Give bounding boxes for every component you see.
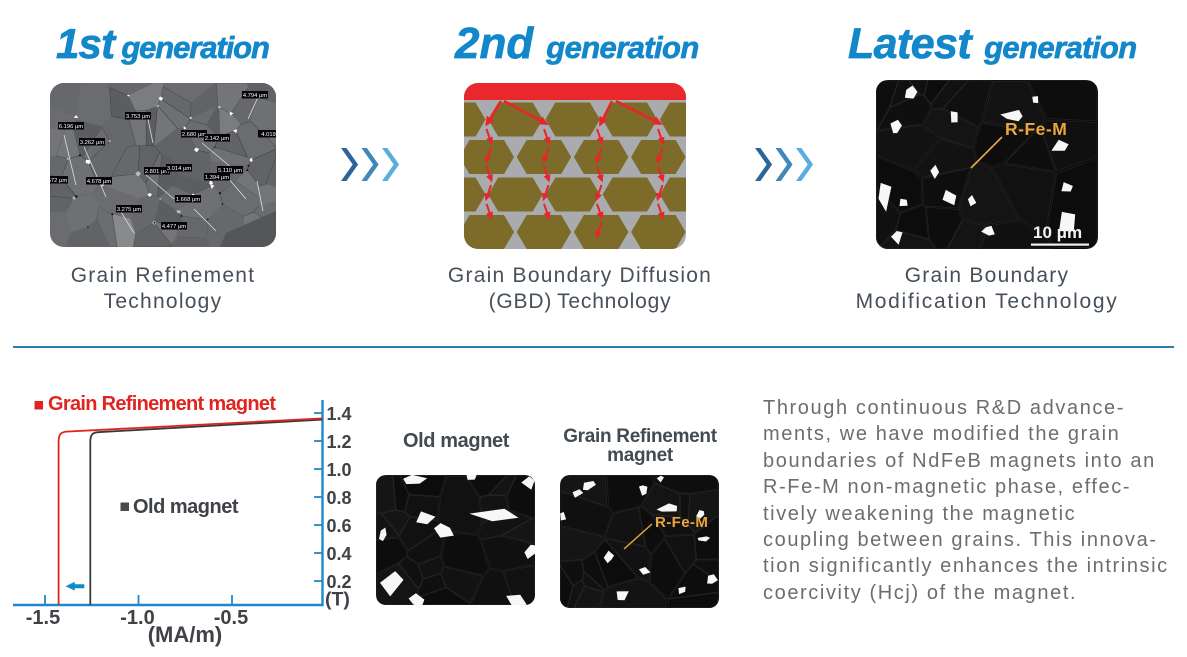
- svg-text:3.262 μm: 3.262 μm: [80, 140, 104, 146]
- svg-text:6.196 μm: 6.196 μm: [59, 124, 83, 130]
- svg-text:0.6: 0.6: [327, 516, 352, 536]
- svg-text:4.794 μm: 4.794 μm: [243, 93, 267, 99]
- svg-text:2.680 μm: 2.680 μm: [182, 132, 206, 138]
- svg-text:Grain Refinement magnet: Grain Refinement magnet: [48, 393, 276, 415]
- svg-text:-0.5: -0.5: [214, 607, 248, 629]
- svg-text:3.753 μm: 3.753 μm: [126, 114, 150, 120]
- svg-text:5.110 μm: 5.110 μm: [218, 168, 242, 174]
- svg-text:(T): (T): [325, 589, 350, 611]
- svg-text:2.142 μm: 2.142 μm: [205, 136, 229, 142]
- svg-text:3.275 μm: 3.275 μm: [117, 207, 141, 213]
- svg-text:0.4: 0.4: [327, 544, 352, 564]
- svg-text:R-Fe-M: R-Fe-M: [1005, 119, 1067, 139]
- svg-text:1.394 μm: 1.394 μm: [205, 175, 229, 181]
- svg-text:4.019 μ: 4.019 μ: [261, 132, 276, 138]
- svg-text:2.801 μm: 2.801 μm: [145, 169, 169, 175]
- svg-text:1.4: 1.4: [327, 404, 352, 424]
- svg-text:1.668 μm: 1.668 μm: [176, 197, 200, 203]
- svg-text:0.8: 0.8: [327, 488, 352, 508]
- svg-text:Old magnet: Old magnet: [133, 496, 239, 518]
- svg-text:-1.0: -1.0: [120, 607, 154, 629]
- svg-text:6.572 μm: 6.572 μm: [50, 178, 67, 184]
- svg-text:(MA/m): (MA/m): [148, 622, 223, 647]
- svg-text:1.0: 1.0: [327, 460, 352, 480]
- svg-text:0.2: 0.2: [327, 572, 352, 592]
- svg-text:-1.5: -1.5: [26, 607, 60, 629]
- svg-text:R-Fe-M: R-Fe-M: [655, 514, 708, 531]
- svg-text:3.014 μm: 3.014 μm: [167, 166, 191, 172]
- svg-text:1.2: 1.2: [327, 432, 352, 452]
- svg-text:10 μm: 10 μm: [1033, 223, 1082, 242]
- svg-text:4.477 μm: 4.477 μm: [162, 224, 186, 230]
- svg-text:4.678 μm: 4.678 μm: [87, 179, 111, 185]
